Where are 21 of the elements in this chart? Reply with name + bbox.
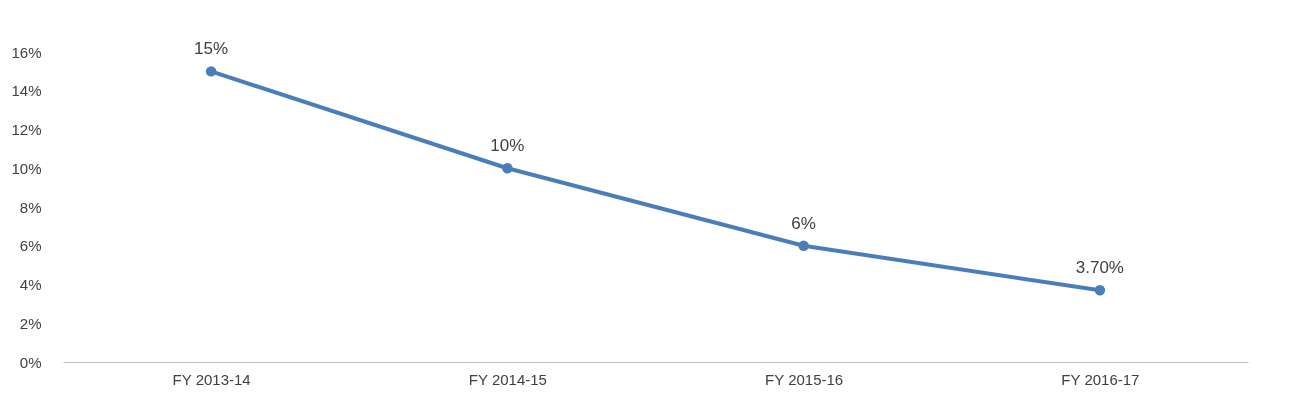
x-tick-label: FY 2013-14 xyxy=(172,370,251,388)
x-tick-label: FY 2014-15 xyxy=(468,370,547,388)
y-tick-label: 0% xyxy=(19,353,42,371)
y-tick-label: 16% xyxy=(11,43,42,61)
text: 6% xyxy=(791,213,816,233)
y-tick-label: 4% xyxy=(19,276,42,293)
y-tick-label: 10% xyxy=(11,159,42,177)
point xyxy=(205,66,217,77)
y-tick-label: 2% xyxy=(19,314,42,332)
y-tick-label: 6% xyxy=(19,237,42,255)
point xyxy=(798,240,809,251)
point xyxy=(502,163,513,174)
text: 3.70% xyxy=(1075,258,1124,278)
y-tick-label: 12% xyxy=(11,121,42,138)
x-tick-label: FY 2016-17 xyxy=(1061,370,1140,388)
x-tick-label: FY 2015-16 xyxy=(765,370,844,388)
text: 10% xyxy=(490,136,525,156)
point xyxy=(1094,285,1106,296)
text: 15% xyxy=(194,39,229,59)
y-tick-label: 8% xyxy=(19,198,42,216)
y-tick-label: 14% xyxy=(11,82,42,100)
